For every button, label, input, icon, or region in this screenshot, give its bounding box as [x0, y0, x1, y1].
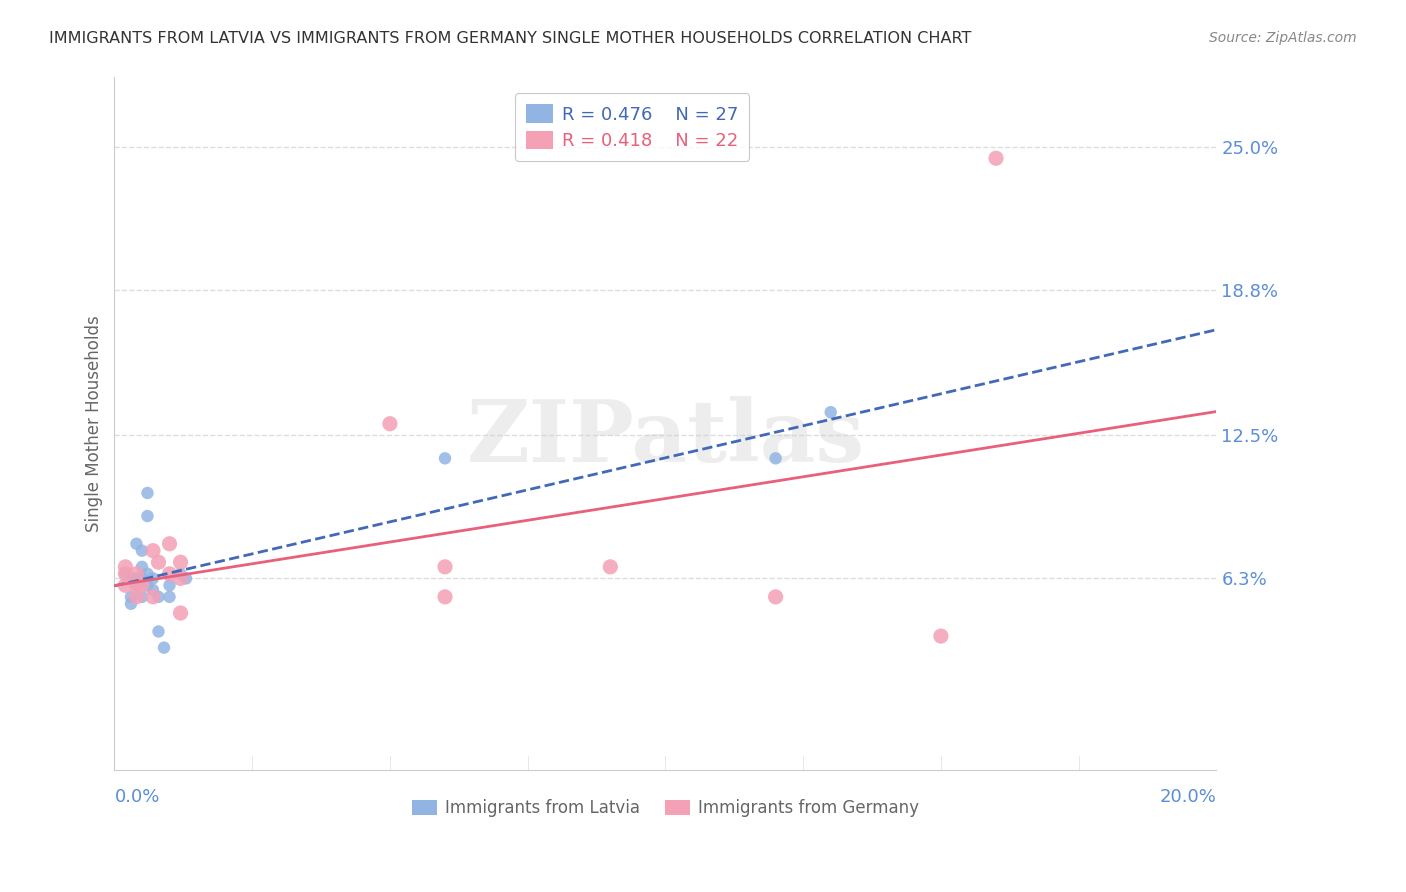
Point [434, 590, 457, 604]
Point [125, 571, 148, 585]
Point [114, 559, 136, 574]
Point [434, 451, 457, 466]
Point [148, 555, 170, 569]
Point [131, 578, 153, 592]
Point [159, 566, 181, 581]
Point [131, 543, 153, 558]
Y-axis label: Single Mother Households: Single Mother Households [86, 316, 103, 533]
Point [599, 559, 621, 574]
Point [136, 486, 159, 500]
Point [169, 606, 191, 620]
Point [159, 537, 181, 551]
Point [142, 590, 165, 604]
Point [765, 451, 787, 466]
Point [131, 559, 153, 574]
Point [136, 566, 159, 581]
Text: IMMIGRANTS FROM LATVIA VS IMMIGRANTS FROM GERMANY SINGLE MOTHER HOUSEHOLDS CORRE: IMMIGRANTS FROM LATVIA VS IMMIGRANTS FRO… [49, 31, 972, 46]
Point [434, 559, 457, 574]
Point [114, 566, 136, 581]
Point [169, 571, 191, 585]
Text: 20.0%: 20.0% [1160, 789, 1216, 806]
Point [159, 578, 181, 592]
Point [142, 582, 165, 597]
Point [131, 571, 153, 585]
Point [114, 578, 136, 592]
Point [153, 640, 176, 655]
Point [169, 566, 191, 581]
Point [125, 578, 148, 592]
Point [929, 629, 952, 643]
Point [159, 590, 181, 604]
Point [765, 590, 787, 604]
Point [136, 578, 159, 592]
Text: ZIPatlas: ZIPatlas [467, 395, 865, 480]
Text: Source: ZipAtlas.com: Source: ZipAtlas.com [1209, 31, 1357, 45]
Point [169, 555, 191, 569]
Point [148, 624, 170, 639]
Point [820, 405, 842, 419]
Point [148, 590, 170, 604]
Point [136, 509, 159, 524]
Point [120, 590, 142, 604]
Point [984, 151, 1007, 165]
Point [120, 571, 142, 585]
Text: 0.0%: 0.0% [114, 789, 160, 806]
Point [378, 417, 401, 431]
Point [131, 590, 153, 604]
Point [120, 597, 142, 611]
Point [114, 566, 136, 581]
Point [125, 566, 148, 581]
Point [142, 543, 165, 558]
Point [125, 578, 148, 592]
Point [174, 571, 197, 585]
Point [125, 537, 148, 551]
Point [125, 590, 148, 604]
Point [142, 571, 165, 585]
Legend: Immigrants from Latvia, Immigrants from Germany: Immigrants from Latvia, Immigrants from … [405, 793, 927, 824]
